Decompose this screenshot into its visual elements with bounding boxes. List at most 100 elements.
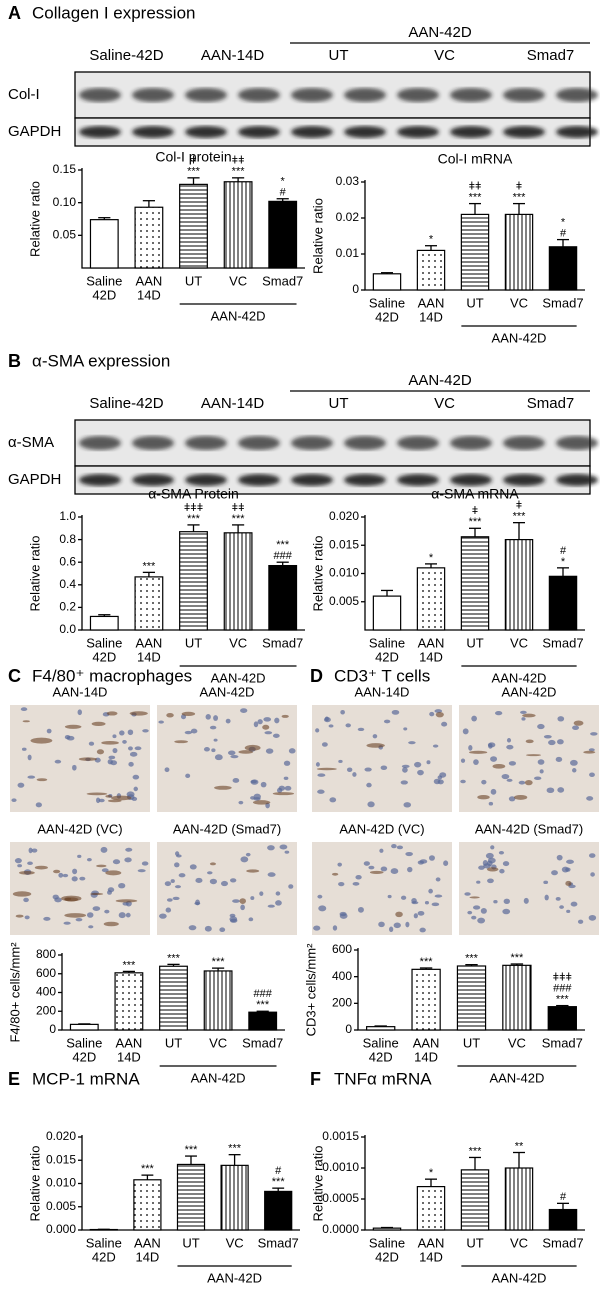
tissue-stain [486,867,499,872]
panel-title: CD3⁺ T cells [334,666,430,685]
tissue-nucleus [267,845,275,851]
tissue-nucleus [570,901,578,907]
bar [456,965,487,1031]
blot-band [344,436,386,450]
y-tick-label: 0.15 [53,162,77,176]
tissue-nucleus [214,754,223,761]
tissue-nucleus [441,721,448,727]
tissue-nucleus [31,848,38,853]
tissue-nucleus [588,748,595,752]
tissue-nucleus [274,717,280,724]
tissue-nucleus [211,748,216,753]
blot-band [503,474,545,486]
tissue-nucleus [352,772,357,777]
tissue-stain [238,750,254,754]
x-tick-label: Saline [86,273,122,288]
micrograph [312,842,452,935]
tissue-nucleus [54,897,62,903]
tissue-nucleus [387,894,392,899]
tissue-nucleus [380,765,388,770]
blot-band [79,436,121,450]
tissue-stain [477,795,490,800]
tissue-nucleus [96,797,101,804]
tissue-nucleus [402,767,408,773]
tissue-nucleus [71,876,78,882]
tissue-stain [174,740,188,744]
x-tick-label: UT [463,1035,480,1050]
y-tick-label: 0.020 [329,509,359,523]
panel-letter: E [8,1069,20,1089]
tissue-nucleus [20,707,28,712]
blot-band [450,126,492,138]
panel-letter: C [8,666,21,686]
y-tick-label: 400 [36,985,56,999]
tissue-nucleus [27,775,36,779]
tissue-nucleus [170,879,175,883]
tissue-nucleus [17,864,23,868]
tissue-stain [103,921,119,927]
tissue-nucleus [490,845,495,850]
chart-title: α-SMA mRNA [431,486,519,502]
y-tick-label: 0.03 [336,174,360,188]
tissue-nucleus [127,729,134,736]
y-tick-label: 0.015 [46,1152,76,1166]
tissue-nucleus [229,878,237,883]
tissue-nucleus [174,862,180,868]
lane-label: AAN-14D [201,395,265,412]
blot-band [503,436,545,450]
tissue-nucleus [128,761,134,767]
tissue-nucleus [178,873,186,878]
tissue-nucleus [318,905,327,912]
tissue-stain [101,740,119,745]
tissue-stain [252,800,271,805]
bar [548,575,578,631]
tissue-stain [96,864,107,868]
tissue-nucleus [485,852,494,859]
panel-letter: D [310,666,323,686]
tissue-nucleus [164,881,172,887]
tissue-nucleus [401,764,410,768]
y-tick-label: 600 [332,942,352,956]
tissue-nucleus [134,746,142,751]
tissue-nucleus [328,724,334,728]
significance-mark: *** [465,953,479,965]
tissue-stain [525,739,534,744]
tissue-nucleus [577,919,584,924]
x-tick-label: Smad7 [242,1035,283,1050]
tissue-nucleus [100,846,108,853]
tissue-nucleus [428,888,433,894]
tissue-stain [91,721,106,726]
bar [134,576,164,631]
bar [179,183,208,269]
tissue-nucleus [220,880,229,887]
tissue-nucleus [227,750,236,756]
blot-band [132,88,174,102]
bar [411,968,441,1031]
tissue-nucleus [264,731,273,735]
significance-mark: # [560,1191,567,1203]
blot-band [185,88,227,102]
x-tick-label: Saline [369,635,405,650]
x-tick-label: Saline [369,295,405,310]
x-tick-label: AAN [136,635,163,650]
tissue-stain [209,862,217,866]
tissue-stain [181,711,196,716]
tissue-nucleus [490,756,498,762]
blot-band [79,88,121,102]
significance-mark: ǂǂ [469,181,482,193]
tissue-nucleus [119,730,125,736]
x-tick-label: 42D [92,287,116,302]
tissue-stain [22,720,30,723]
x-tick-label: AAN [418,635,445,650]
tissue-nucleus [190,728,198,734]
tissue-nucleus [205,714,211,720]
tissue-stain [331,872,339,876]
bar [264,1190,293,1231]
tissue-nucleus [77,709,82,716]
significance-mark: ǂ [190,155,196,167]
significance-mark: * [561,556,566,568]
tissue-nucleus [498,850,505,855]
significance-mark: *** [469,516,483,528]
tissue-nucleus [462,728,469,735]
